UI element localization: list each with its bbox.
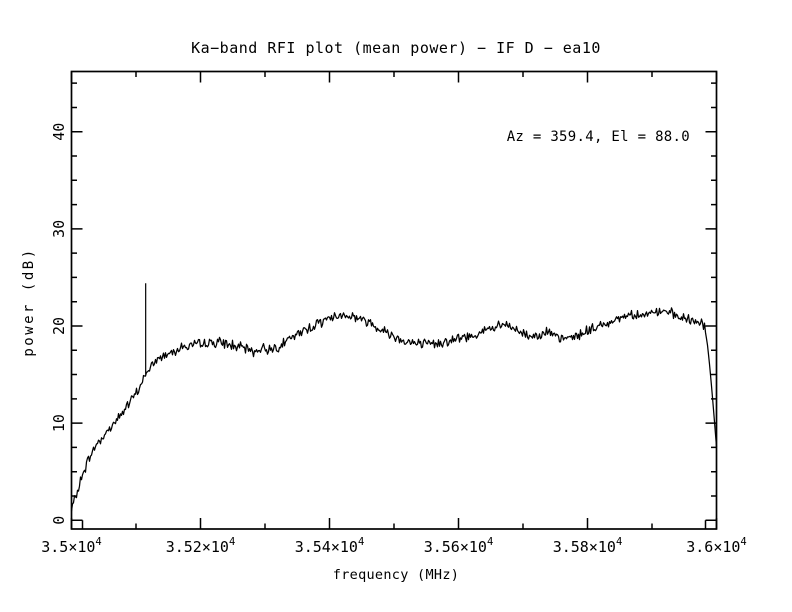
power-trace [70,307,718,512]
y-tick-label: 30 [50,220,68,238]
x-tick-label: 3.54×104 [295,536,365,556]
x-tick-label: 3.52×104 [166,536,236,556]
x-tick-label: 3.58×104 [553,536,623,556]
az-el-annotation: Az = 359.4, El = 88.0 [506,129,690,145]
x-tick-label: 3.56×104 [424,536,494,556]
chart-title: Ka−band RFI plot (mean power) − IF D − e… [191,39,601,57]
y-tick-label: 20 [50,317,68,335]
axes-frame [70,70,718,530]
y-tick-label: 0 [50,516,68,525]
y-tick-label: 10 [50,414,68,432]
y-tick-label: 40 [50,123,68,141]
tick-marks [70,71,718,529]
x-tick-label: 3.6×104 [686,536,747,556]
x-tick-label: 3.5×104 [41,536,102,556]
x-axis-label: frequency (MHz) [332,567,460,583]
